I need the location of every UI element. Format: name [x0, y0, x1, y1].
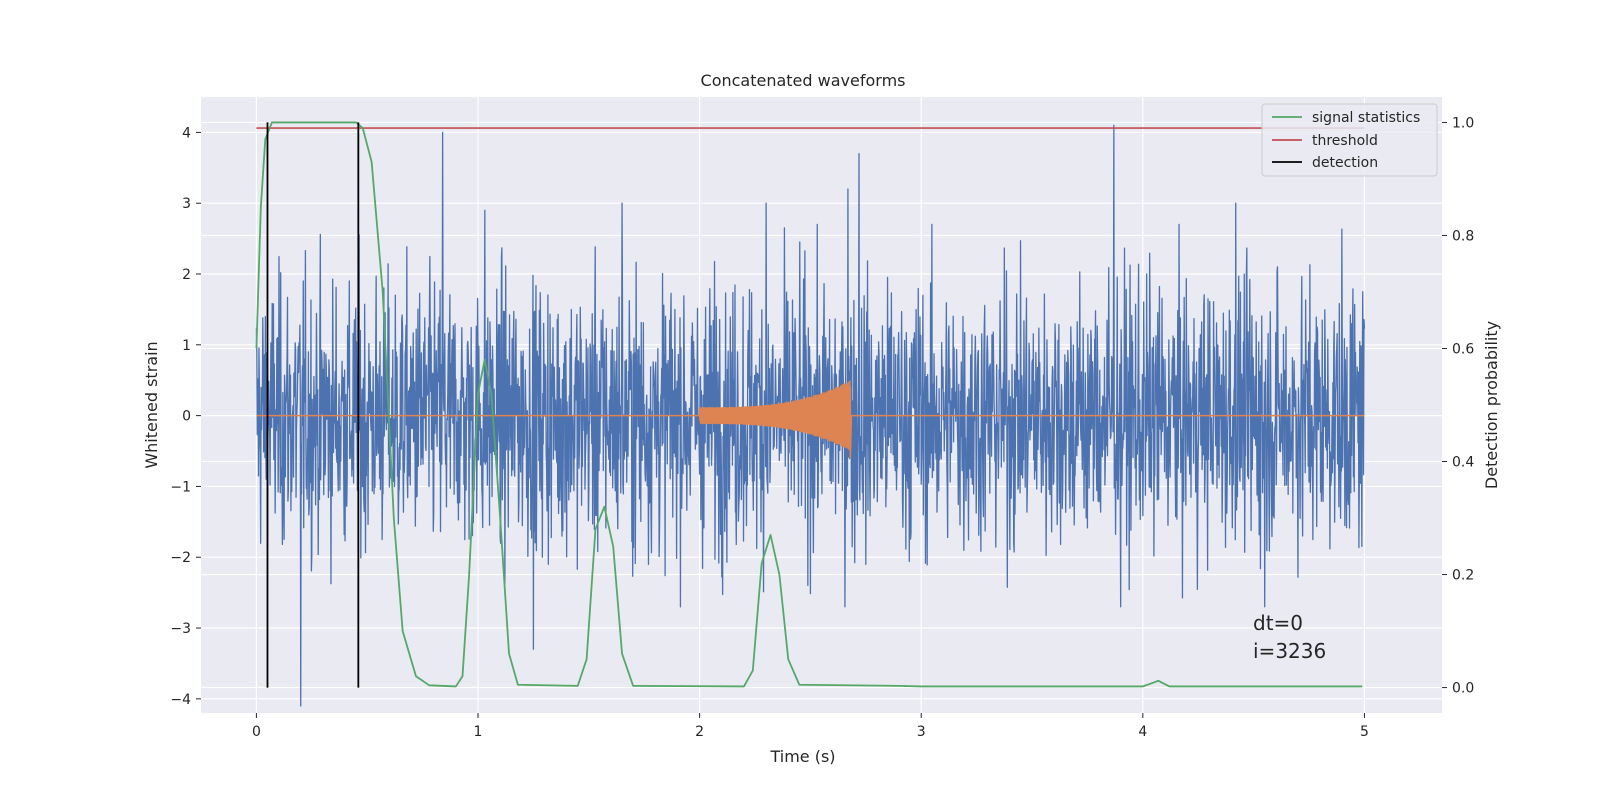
legend-label-signal-statistics: signal statistics — [1312, 110, 1420, 126]
y-left-tick-label: 4 — [182, 125, 191, 141]
y-left-tick-label: −1 — [170, 479, 191, 495]
y-left-tick-label: 2 — [182, 267, 191, 283]
x-tick-label: 0 — [252, 724, 261, 740]
y-left-tick-label: 1 — [182, 338, 191, 354]
legend-label-detection: detection — [1312, 155, 1378, 171]
x-tick-label: 2 — [695, 724, 704, 740]
data-layer — [255, 121, 1366, 707]
x-tick-label: 3 — [917, 724, 926, 740]
y-left-tick-label: −2 — [170, 550, 191, 566]
y-right-tick-label: 1.0 — [1452, 115, 1474, 131]
y-left-tick-label: 0 — [182, 409, 191, 425]
y-right-tick-label: 0.6 — [1452, 341, 1474, 357]
y-left-tick-label: 3 — [182, 196, 191, 212]
annotation-dt: dt=0 — [1253, 611, 1303, 635]
chart-title: Concatenated waveforms — [701, 71, 906, 90]
y-axis-label-right: Detection probability — [1482, 321, 1501, 489]
y-right-tick-label: 0.0 — [1452, 681, 1474, 697]
y-axis-label-left: Whitened strain — [142, 341, 161, 468]
x-tick-label: 4 — [1138, 724, 1147, 740]
legend-label-threshold: threshold — [1312, 133, 1378, 149]
x-tick-label: 5 — [1360, 724, 1369, 740]
y-right-tick-label: 0.4 — [1452, 455, 1474, 471]
y-right-tick-label: 0.2 — [1452, 568, 1474, 584]
series-injected-signal — [256, 380, 1365, 459]
legend: signal statistics threshold detection — [1261, 103, 1438, 177]
legend-box — [1261, 103, 1438, 177]
y-left-tick-label: −3 — [170, 621, 191, 637]
ticks: 0 1 2 3 4 5 4 3 2 1 0 −1 −2 −3 −4 1.0 0.8 0.6 0.4 0.2 0.0 — [170, 115, 1474, 740]
x-tick-label: 1 — [474, 724, 483, 740]
series-strain — [255, 124, 1366, 707]
y-right-tick-label: 0.8 — [1452, 228, 1474, 244]
plot-area — [255, 121, 1366, 707]
annotation-i: i=3236 — [1253, 639, 1326, 663]
series-signal-statistics — [255, 121, 1363, 688]
x-axis-label: Time (s) — [769, 747, 835, 766]
y-left-tick-label: −4 — [170, 692, 191, 708]
